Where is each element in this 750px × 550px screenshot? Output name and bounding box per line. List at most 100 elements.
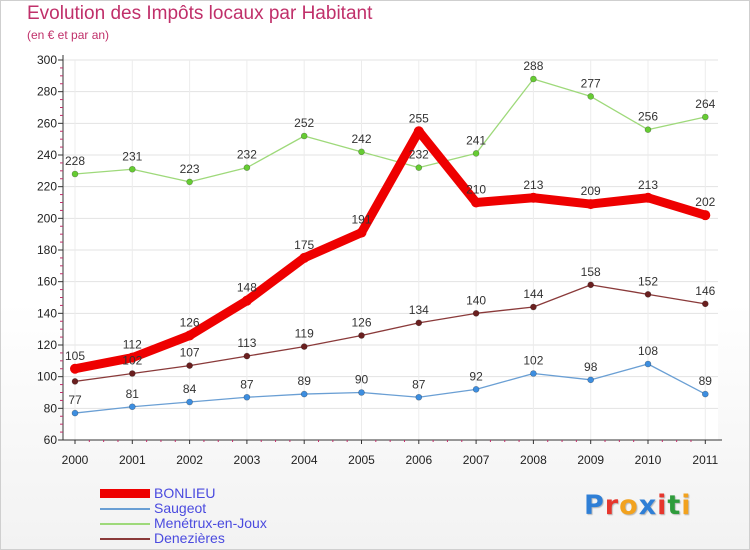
brand-logo-letter: P xyxy=(584,490,605,521)
data-point xyxy=(300,343,308,350)
data-label: 241 xyxy=(466,133,486,147)
data-label: 108 xyxy=(638,344,658,358)
data-label: 232 xyxy=(409,148,429,162)
data-point xyxy=(358,332,365,339)
x-tick-label: 2001 xyxy=(119,453,146,467)
x-tick-label: 2000 xyxy=(62,453,89,467)
data-point xyxy=(472,310,480,317)
data-label: 102 xyxy=(523,354,543,368)
series-line xyxy=(70,126,710,374)
data-point xyxy=(358,389,365,396)
data-point xyxy=(644,126,652,133)
data-point xyxy=(701,390,709,398)
legend-label: Saugeot xyxy=(154,500,207,516)
data-label: 134 xyxy=(409,303,429,317)
data-point xyxy=(471,197,482,208)
data-point xyxy=(587,93,595,100)
data-label: 105 xyxy=(65,349,85,363)
x-tick-label: 2006 xyxy=(405,453,432,467)
series-line xyxy=(74,78,706,183)
data-point xyxy=(700,210,711,221)
y-tick-label: 220 xyxy=(37,180,57,194)
series-line xyxy=(74,284,706,383)
data-label: 223 xyxy=(180,162,200,176)
data-point xyxy=(413,126,424,137)
data-point xyxy=(472,150,480,157)
data-label: 98 xyxy=(584,360,598,374)
data-point xyxy=(71,409,79,417)
data-point xyxy=(472,386,480,393)
chart-subtitle: (en € et par an) xyxy=(27,28,110,42)
data-label: 209 xyxy=(581,184,601,198)
data-label: 89 xyxy=(699,374,713,388)
x-tick-label: 2007 xyxy=(463,453,490,467)
data-point xyxy=(300,390,308,398)
legend-swatch xyxy=(100,508,150,510)
data-point xyxy=(129,165,136,173)
data-label: 119 xyxy=(295,327,314,341)
data-point xyxy=(530,303,537,311)
data-label: 210 xyxy=(466,183,486,197)
data-label: 148 xyxy=(237,281,257,295)
series-saugeot xyxy=(71,360,709,417)
data-label: 264 xyxy=(695,97,715,111)
data-point xyxy=(70,363,80,374)
brand-logo: Proxiti xyxy=(584,490,692,521)
data-label: 242 xyxy=(351,132,371,146)
data-point xyxy=(299,252,310,263)
brand-logo-letter: i xyxy=(681,490,692,521)
data-point xyxy=(71,378,79,385)
data-point xyxy=(415,393,423,401)
data-point xyxy=(530,75,537,83)
legend-label: BONLIEU xyxy=(154,485,216,501)
data-label: 89 xyxy=(298,374,312,388)
data-label: 140 xyxy=(466,293,486,307)
data-label: 112 xyxy=(123,338,142,352)
x-tick-label: 2003 xyxy=(234,453,261,467)
y-tick-label: 160 xyxy=(37,275,57,289)
data-label: 256 xyxy=(638,110,658,124)
data-label: 113 xyxy=(237,336,256,350)
brand-logo-letter: x xyxy=(638,490,658,521)
data-label: 126 xyxy=(180,316,200,330)
legend-swatch xyxy=(100,538,150,540)
brand-logo-letter: t xyxy=(667,490,682,521)
x-tick-label: 2004 xyxy=(291,453,318,467)
data-point xyxy=(358,148,365,156)
y-tick-label: 180 xyxy=(37,243,57,257)
data-point xyxy=(127,352,138,363)
brand-logo-letter: r xyxy=(604,490,620,521)
data-label: 90 xyxy=(355,373,369,387)
y-tick-label: 140 xyxy=(37,306,57,320)
data-label: 228 xyxy=(65,154,85,168)
series-men-trux-en-joux xyxy=(71,75,709,186)
data-label: 175 xyxy=(294,238,314,252)
data-label: 252 xyxy=(294,116,314,130)
data-point xyxy=(585,199,596,210)
x-tick-label: 2008 xyxy=(520,453,547,467)
data-point xyxy=(643,192,653,203)
x-tick-label: 2002 xyxy=(176,453,203,467)
x-tick-label: 2005 xyxy=(348,453,375,467)
series-bonlieu xyxy=(70,126,711,374)
data-label: 84 xyxy=(183,382,197,396)
data-point xyxy=(587,376,595,384)
data-point xyxy=(186,362,193,369)
x-tick-label: 2011 xyxy=(692,453,718,467)
data-label: 107 xyxy=(180,346,200,360)
data-label: 87 xyxy=(412,377,426,391)
data-label: 81 xyxy=(126,387,140,401)
data-point xyxy=(701,113,709,121)
legend-swatch xyxy=(100,523,150,525)
y-tick-label: 300 xyxy=(37,53,57,67)
data-point xyxy=(243,393,251,401)
data-point xyxy=(415,164,423,171)
data-point xyxy=(701,300,709,308)
y-tick-label: 240 xyxy=(37,148,57,162)
data-label: 288 xyxy=(523,59,543,73)
series-line xyxy=(74,363,706,414)
data-point xyxy=(129,403,136,411)
legend-label: Denezières xyxy=(154,530,225,546)
data-label: 213 xyxy=(523,178,543,192)
